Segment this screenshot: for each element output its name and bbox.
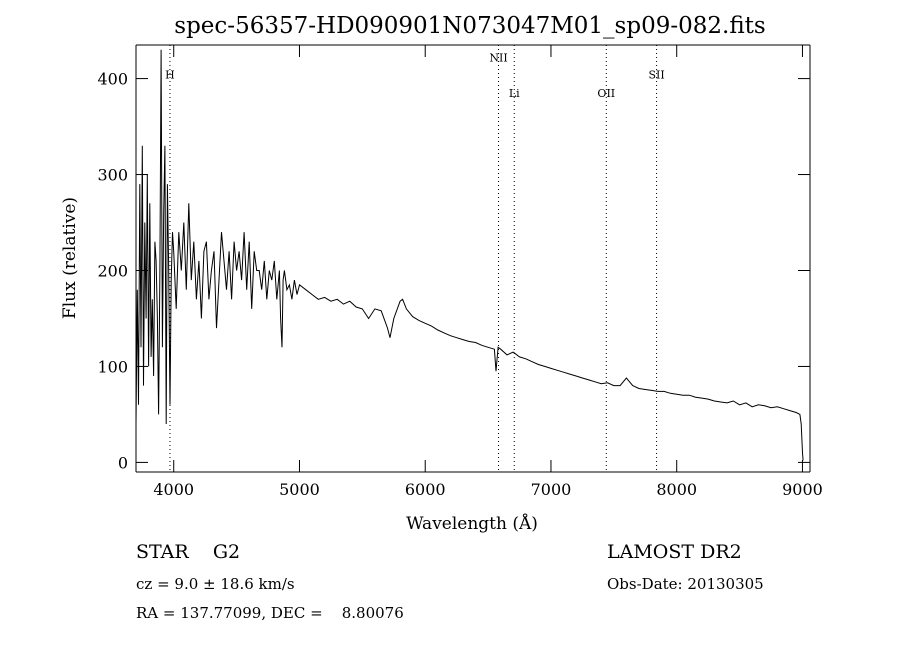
chart-title: spec-56357-HD090901N073047M01_sp09-082.f… [174,13,765,39]
line-marker-label: H [165,69,175,82]
line-marker-label: SII [648,69,664,82]
redshift-info: cz = 9.0 ± 18.6 km/s [136,575,295,593]
survey-name: LAMOST DR2 [607,541,742,563]
x-axis-label: Wavelength (Å) [406,513,538,534]
line-marker-label: NII [489,51,507,64]
spectrum-series-line [135,49,804,461]
plot-area [135,44,811,473]
x-tick-label: 8000 [656,480,697,499]
axis-ticks: 4000 5000 6000 7000 8000 9000 0 100 200 300 400 [97,45,823,499]
line-marker-label: Li [509,87,520,100]
y-tick-label: 0 [118,453,128,472]
y-axis-label: Flux (relative) [60,197,80,319]
x-tick-label: 7000 [531,480,572,499]
x-tick-label: 4000 [153,480,194,499]
y-tick-label: 100 [97,357,128,376]
y-tick-label: 200 [97,261,128,280]
observation-date: Obs-Date: 20130305 [607,575,764,593]
x-tick-label: 6000 [405,480,446,499]
spectral-line-markers: H NII Li OII SII [165,45,665,472]
x-tick-label: 5000 [279,480,320,499]
coordinates: RA = 137.77099, DEC = 8.80076 [136,604,404,622]
x-tick-label: 9000 [782,480,823,499]
line-marker-label: OII [597,87,615,100]
y-tick-label: 400 [97,70,128,89]
object-class: STAR G2 [136,541,241,563]
y-tick-label: 300 [97,166,128,185]
